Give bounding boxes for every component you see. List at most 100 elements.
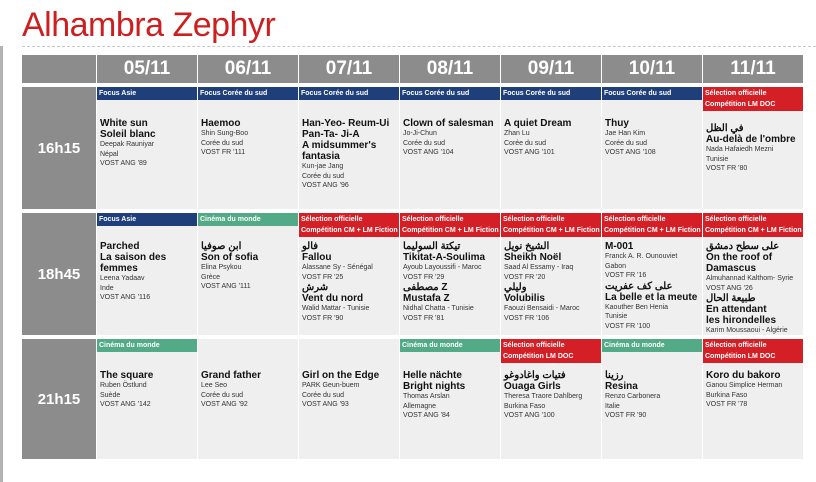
film-title: Helle nächte — [403, 370, 462, 381]
section-badge: Cinéma du monde — [602, 339, 702, 352]
film-detail: VOST ANG '104 — [403, 149, 454, 156]
section-badge: Sélection officielle Compétition LM DOC — [703, 339, 803, 363]
film-title: En attendant — [706, 304, 767, 315]
film-title: The square — [100, 370, 154, 381]
film-title: Sheikh Noël — [504, 252, 562, 263]
competition-label: Compétition LM DOC — [503, 353, 574, 360]
film-title: فتيات واغادوغو — [504, 370, 566, 381]
date-header: 08/11 — [400, 55, 500, 83]
film-detail: Theresa Traore Dahlberg — [504, 393, 583, 400]
film-title: A quiet Dream — [504, 118, 572, 129]
section-label: Focus Corée du sud — [200, 90, 268, 97]
section-badge: Focus Corée du sud — [400, 87, 500, 100]
film-title: femmes — [100, 263, 138, 274]
film-detail: VOST ANG '26 — [706, 284, 753, 292]
screening-cell[interactable]: Sélection officielle Compétition LM DOC في… — [703, 87, 803, 209]
screening-cell[interactable]: Focus Asie Parched La saison des femmes Leen… — [97, 213, 197, 335]
section-badge: Focus Corée du sud — [299, 87, 399, 100]
section-badge: Focus Asie — [97, 213, 197, 226]
section-badge: Focus Corée du sud — [198, 87, 298, 100]
film-title: Thuy — [605, 118, 629, 129]
film-detail: VOST FR '100 — [605, 322, 651, 330]
section-label: Focus Corée du sud — [402, 90, 470, 97]
film-detail: Burkina Faso — [504, 402, 546, 410]
section-label: Sélection officielle — [503, 216, 565, 223]
film-title: Haemoo — [201, 118, 241, 129]
film-title: On the roof of Damascus — [706, 252, 773, 274]
grid-corner — [22, 55, 96, 83]
film-title: Grand father — [201, 370, 262, 381]
film-title: Au-delà de l'ombre — [706, 134, 796, 145]
film-detail: Corée du sud — [201, 139, 244, 147]
film-detail: Franck A. R. Ounouviet — [605, 253, 678, 260]
screening-cell[interactable]: Focus Corée du sud Clown of salesman Jo-Ji… — [400, 87, 500, 209]
film-title: Clown of salesman — [403, 118, 494, 129]
section-badge: Sélection officielle Compétition CM + LM … — [703, 213, 803, 237]
screening-cell[interactable]: Focus Corée du sud Thuy Jae Han Kim Corée d… — [602, 87, 702, 209]
screening-cell[interactable]: Focus Corée du sud Haemoo Shin Sung-Boo Cor… — [198, 87, 298, 209]
screening-cell[interactable]: Focus Corée du sud Han-Yeo- Reum-Ui Pan-Ta… — [299, 87, 399, 209]
screening-cell[interactable]: Cinéma du monde رزينا Resina Renzo Carboner… — [602, 339, 702, 459]
film-title: Volubilis — [504, 293, 545, 304]
screening-cell[interactable]: Focus Asie White sun Soleil blanc Deepak Ra… — [97, 87, 197, 209]
film-detail: VOST ANG '108 — [605, 149, 656, 156]
film-detail: VOST FR '90 — [605, 412, 647, 419]
section-badge: Cinéma du monde — [97, 339, 197, 352]
film-detail: Gabon — [605, 262, 627, 270]
film-title: Fallou — [302, 252, 332, 263]
section-badge: Cinéma du monde — [198, 213, 298, 226]
film-title: Mustafa Z — [403, 293, 450, 304]
screening-cell[interactable]: Sélection officielle Compétition LM DOC Ko… — [703, 339, 803, 459]
date-header: 09/11 — [501, 55, 601, 83]
screening-cell[interactable]: Sélection officielle Compétition CM + LM … — [501, 213, 601, 335]
film-detail: Allemagne — [403, 402, 437, 410]
competition-label: Compétition CM + LM Fiction — [301, 227, 398, 234]
section-label: Focus Corée du sud — [503, 90, 571, 97]
screening-cell[interactable]: Cinéma du monde ابن صوفيا Son of sofia Elin… — [198, 213, 298, 335]
section-badge: Focus Corée du sud — [501, 87, 601, 100]
screening-cell[interactable]: Focus Corée du sud A quiet Dream Zhan Lu Co… — [501, 87, 601, 209]
film-detail: Corée du sud — [605, 139, 648, 147]
film-title: Pan-Ta- Ji-A — [302, 129, 360, 140]
film-title: في الظل — [706, 123, 744, 134]
section-badge: Cinéma du monde — [400, 339, 500, 352]
film-detail: VOST ANG '92 — [201, 401, 248, 408]
section-label: Focus Asie — [99, 216, 137, 223]
screening-cell[interactable]: Sélection officielle Compétition CM + LM … — [299, 213, 399, 335]
film-detail: VOST FR '16 — [605, 272, 647, 279]
film-detail: VOST FR '25 — [302, 273, 344, 281]
film-title: La saison des — [100, 252, 167, 263]
screening-cell[interactable]: Cinéma du monde Helle nächte Bright nights… — [400, 339, 500, 459]
screening-cell[interactable]: Sélection officielle Compétition CM + LM … — [703, 213, 803, 335]
film-detail: VOST ANG '100 — [504, 412, 555, 419]
section-label: Cinéma du monde — [200, 216, 261, 223]
screening-cell[interactable]: Cinéma du monde The square Ruben Östlund Su… — [97, 339, 197, 459]
screening-cell[interactable]: Grand father Lee Seo Corée du sud VOST ANG … — [198, 339, 298, 459]
film-detail: Nidhal Chatta - Tunisie — [403, 305, 474, 312]
competition-label: Compétition CM + LM Fiction — [705, 227, 802, 234]
section-label: Sélection officielle — [705, 216, 767, 223]
section-badge: Sélection officielle Compétition CM + LM … — [602, 213, 702, 237]
film-detail: Corée du sud — [302, 391, 345, 399]
film-detail: Shin Sung-Boo — [201, 130, 249, 137]
film-detail: Lee Seo — [201, 382, 228, 389]
film-detail: Karim Moussaoui - Algérie — [706, 327, 788, 334]
screening-cell[interactable]: Girl on the Edge PARK Geun-buem Corée du s… — [299, 339, 399, 459]
film-detail: VOST FR '81 — [403, 314, 445, 322]
screening-cell[interactable]: Sélection officielle Compétition LM DOC فت… — [501, 339, 601, 459]
screening-cell[interactable]: Sélection officielle Compétition CM + LM … — [400, 213, 500, 335]
film-title: شرش — [302, 282, 329, 293]
film-detail: VOST ANG '111 — [201, 283, 251, 290]
section-label: Cinéma du monde — [99, 342, 160, 349]
screening-cell[interactable]: Sélection officielle Compétition CM + LM … — [602, 213, 702, 335]
date-header: 07/11 — [299, 55, 399, 83]
time-slot-label: 16h15 — [22, 87, 96, 209]
time-slot-label: 21h15 — [22, 339, 96, 459]
film-detail: Tunisie — [605, 313, 628, 320]
film-detail: VOST FR '80 — [706, 165, 748, 172]
film-title: Girl on the Edge — [302, 370, 380, 381]
film-detail: VOST ANG '93 — [302, 401, 349, 408]
film-detail: Grèce — [201, 273, 221, 281]
film-detail: Jo-Ji-Chun — [403, 130, 437, 137]
section-badge: Focus Corée du sud — [602, 87, 702, 100]
